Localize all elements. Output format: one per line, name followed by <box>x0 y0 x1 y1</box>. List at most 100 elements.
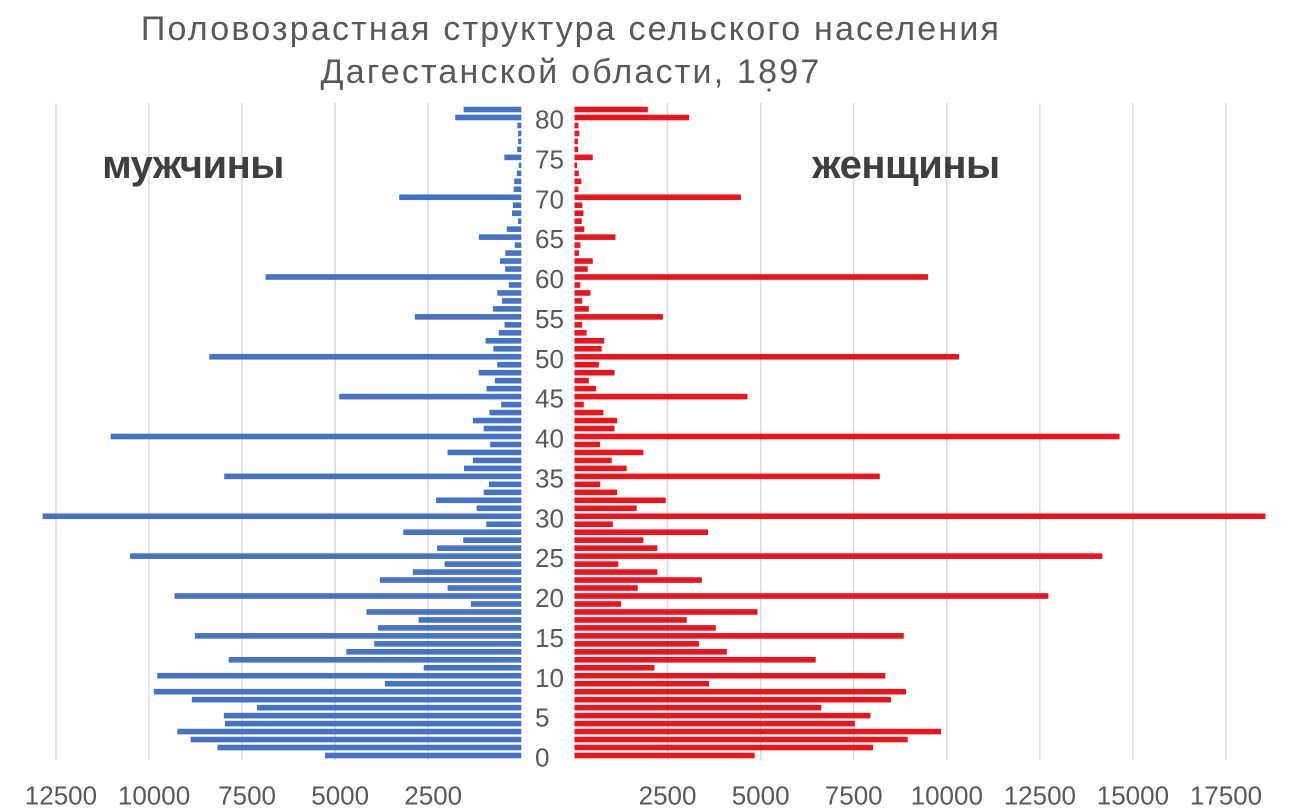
bar-male-age-52 <box>485 338 522 344</box>
bar-female-age-19 <box>574 601 622 607</box>
bar-female-age-45 <box>574 393 748 400</box>
bar-male-age-61 <box>505 266 522 272</box>
bar-male-age-42 <box>472 417 522 424</box>
bar-female-age-13 <box>574 649 727 655</box>
age-label-65: 65 <box>535 224 564 254</box>
age-label-20: 20 <box>535 583 564 613</box>
bar-female-age-48 <box>574 369 615 376</box>
tick-label-right-7500: 7500 <box>825 781 883 809</box>
bar-female-age-1 <box>574 744 874 751</box>
bar-male-age-67 <box>517 218 522 224</box>
male-series-label: мужчины <box>102 143 284 187</box>
bar-female-age-15 <box>574 633 904 639</box>
bar-female-age-0 <box>574 752 755 759</box>
bar-male-age-54 <box>504 322 522 328</box>
bar-female-age-26 <box>574 545 658 551</box>
bar-female-age-66 <box>574 226 585 232</box>
age-label-10: 10 <box>535 663 564 693</box>
bar-female-age-24 <box>574 561 619 567</box>
bar-male-age-1 <box>217 744 522 751</box>
bar-male-age-32 <box>436 497 522 504</box>
bar-male-age-9 <box>385 680 522 687</box>
bar-male-age-66 <box>506 226 522 232</box>
bar-male-age-56 <box>493 306 522 312</box>
bar-female-age-4 <box>574 720 855 727</box>
age-label-80: 80 <box>535 105 564 135</box>
bar-female-age-68 <box>574 210 584 216</box>
tick-label-left-7500: 7500 <box>218 781 276 809</box>
bar-male-age-15 <box>194 633 522 639</box>
bar-male-age-62 <box>500 258 522 264</box>
bar-female-age-16 <box>574 625 716 631</box>
bar-male-age-46 <box>486 385 522 392</box>
age-label-40: 40 <box>535 424 564 454</box>
bar-female-age-30 <box>574 513 1266 520</box>
bar-male-age-31 <box>476 505 522 512</box>
bar-male-age-43 <box>489 409 522 416</box>
bar-male-age-59 <box>508 282 522 288</box>
bar-female-age-2 <box>574 736 908 743</box>
bar-male-age-79 <box>517 122 522 129</box>
female-series-label: женщины <box>811 143 999 187</box>
bar-female-age-44 <box>574 401 584 408</box>
bar-male-age-12 <box>228 657 522 663</box>
bar-male-age-48 <box>478 369 522 376</box>
bar-female-age-12 <box>574 657 816 663</box>
bar-female-age-43 <box>574 409 604 416</box>
bar-female-age-79 <box>574 122 579 129</box>
bar-male-age-7 <box>191 696 522 703</box>
bar-female-age-80 <box>574 114 690 121</box>
bar-female-age-21 <box>574 585 638 591</box>
bar-female-age-54 <box>574 322 583 328</box>
bar-male-age-18 <box>366 609 522 615</box>
bar-female-age-28 <box>574 529 708 535</box>
age-label-15: 15 <box>535 623 564 653</box>
bar-female-age-23 <box>574 569 658 575</box>
age-label-55: 55 <box>535 304 564 334</box>
bar-male-age-24 <box>444 561 522 567</box>
bar-female-age-64 <box>574 242 581 248</box>
bar-female-age-22 <box>574 577 702 583</box>
bar-female-age-32 <box>574 497 666 504</box>
bar-male-age-33 <box>483 489 522 496</box>
bar-female-age-18 <box>574 609 758 615</box>
bar-female-age-8 <box>574 688 907 695</box>
bar-male-age-2 <box>190 736 522 743</box>
bar-male-age-38 <box>447 449 522 456</box>
bar-male-age-36 <box>463 465 522 472</box>
bar-female-age-27 <box>574 537 644 543</box>
bar-female-age-35 <box>574 473 880 480</box>
bar-male-age-22 <box>379 577 522 583</box>
bar-female-age-57 <box>574 298 583 304</box>
bar-female-age-47 <box>574 377 589 384</box>
tick-label-right-2500: 2500 <box>639 781 697 809</box>
bar-female-age-6 <box>574 704 822 711</box>
bar-male-age-39 <box>490 441 522 448</box>
bar-female-age-38 <box>574 449 644 456</box>
age-label-50: 50 <box>535 344 564 374</box>
tick-label-right-5000: 5000 <box>732 781 790 809</box>
bar-female-age-58 <box>574 290 591 296</box>
bar-female-age-20 <box>574 593 1049 599</box>
bar-male-age-60 <box>265 274 522 280</box>
bar-male-age-5 <box>223 712 522 719</box>
bar-male-age-76 <box>517 146 522 153</box>
bar-female-age-62 <box>574 258 593 264</box>
age-label-35: 35 <box>535 463 564 493</box>
bar-female-age-25 <box>574 553 1103 559</box>
bar-male-age-19 <box>470 601 522 607</box>
bar-male-age-44 <box>501 401 522 408</box>
tick-label-right-10000: 10000 <box>911 781 983 809</box>
bar-male-age-17 <box>418 617 522 623</box>
bars-group <box>42 106 1266 759</box>
artifact-dot <box>767 88 771 92</box>
age-label-45: 45 <box>535 384 564 414</box>
age-label-75: 75 <box>535 144 564 174</box>
bar-female-age-72 <box>574 178 582 185</box>
bar-female-age-51 <box>574 345 602 352</box>
bar-female-age-40 <box>574 433 1120 440</box>
tick-label-left-10000: 10000 <box>118 781 190 809</box>
age-label-5: 5 <box>535 703 549 733</box>
bar-male-age-70 <box>399 194 522 201</box>
